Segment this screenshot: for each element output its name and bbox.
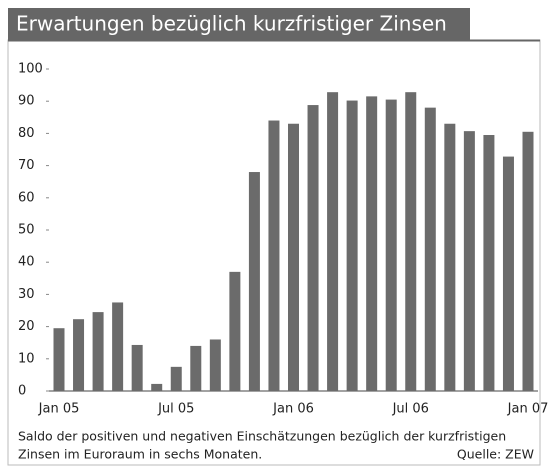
bar <box>385 99 397 391</box>
bar <box>522 131 534 392</box>
bar <box>112 302 124 391</box>
y-tick-label: 20 <box>18 319 35 334</box>
bar <box>131 344 143 391</box>
y-tick-label: 0 <box>18 384 26 399</box>
y-tick-label: 90 <box>18 94 35 109</box>
bar <box>483 135 495 391</box>
bar <box>327 92 339 392</box>
x-tick-label: Jul 06 <box>392 402 429 417</box>
x-tick-label: Jan 07 <box>507 402 549 417</box>
bar <box>463 131 475 391</box>
caption: Saldo der positiven und negativen Einsch… <box>18 429 506 444</box>
bar <box>268 120 280 392</box>
bar <box>424 107 436 391</box>
y-tick-label: 70 <box>18 158 35 173</box>
bar <box>92 312 104 391</box>
y-tick-label: 10 <box>18 351 35 366</box>
y-tick-label: 50 <box>18 223 35 238</box>
x-tick-label: Jul 05 <box>157 402 194 417</box>
x-tick-label: Jan 05 <box>38 402 80 417</box>
chart-title: Erwartungen bezüglich kurzfristiger Zins… <box>16 12 447 36</box>
bar <box>229 271 241 391</box>
bar <box>190 345 202 391</box>
bar <box>73 319 85 391</box>
bar <box>502 156 514 391</box>
bar <box>248 172 260 391</box>
y-tick-label: 60 <box>18 190 35 205</box>
bar <box>366 96 378 392</box>
y-tick-label: 80 <box>18 126 35 141</box>
caption: Zinsen im Euroraum in sechs Monaten. <box>18 447 262 462</box>
bar <box>209 339 221 391</box>
title-banner <box>8 8 470 41</box>
bar <box>444 123 456 392</box>
y-tick-label: 30 <box>18 287 35 302</box>
source: Quelle: ZEW <box>457 447 534 462</box>
bar <box>307 105 319 392</box>
bar <box>151 383 163 391</box>
y-tick-label: 40 <box>18 255 35 270</box>
x-tick-label: Jan 06 <box>272 402 314 417</box>
bar <box>53 328 65 391</box>
bar <box>288 123 299 392</box>
bar <box>405 92 417 392</box>
bar <box>170 366 182 391</box>
bar <box>346 100 358 391</box>
y-tick-label: 100 <box>18 62 43 77</box>
